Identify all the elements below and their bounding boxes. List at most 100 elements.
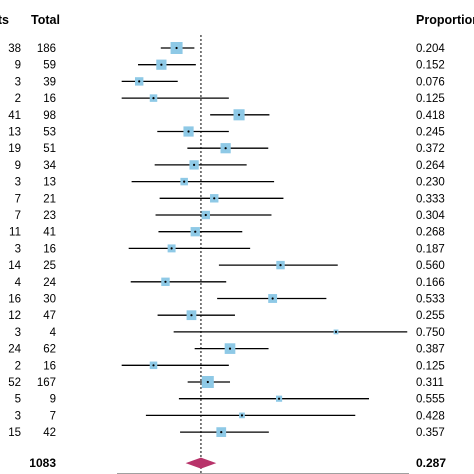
total-cell: 41 (43, 227, 56, 239)
proportion-cell: 0.750 (416, 327, 445, 339)
proportion-cell: 0.533 (416, 294, 445, 306)
events-cell: 3 (15, 177, 21, 189)
proportion-cell: 0.428 (416, 410, 445, 422)
events-cell: 14 (8, 260, 21, 272)
events-cell: 3 (15, 76, 21, 88)
total-cell: 39 (43, 76, 56, 88)
total-cell: 34 (43, 160, 56, 172)
total-cell: 62 (43, 344, 56, 356)
table-row: 24 62 0.387 (8, 343, 445, 356)
point-estimate (152, 97, 155, 100)
events-cell: 7 (15, 193, 21, 205)
table-row: 9 59 0.152 (15, 59, 445, 72)
events-cell: 5 (15, 394, 21, 406)
pooled-proportion: 0.287 (416, 456, 446, 470)
total-cell: 51 (43, 143, 56, 155)
total-cell: 4 (50, 327, 57, 339)
total-cell: 167 (37, 377, 56, 389)
pooled-diamond (185, 457, 217, 469)
proportion-cell: 0.255 (416, 310, 445, 322)
total-cell: 25 (43, 260, 56, 272)
total-cell: 186 (37, 43, 56, 55)
proportion-cell: 0.387 (416, 344, 445, 356)
table-row: 4 24 0.166 (15, 277, 445, 289)
table-row: 7 21 0.333 (15, 193, 445, 205)
total-cell: 53 (43, 127, 56, 139)
table-row: 52 167 0.311 (8, 376, 444, 389)
point-estimate (194, 230, 197, 233)
table-row: 2 16 0.125 (15, 360, 445, 372)
table-row: 41 98 0.418 (8, 109, 445, 122)
proportion-header: Proportion (416, 13, 474, 27)
table-row: 3 13 0.230 (15, 177, 445, 189)
table-row: 16 30 0.533 (8, 294, 445, 306)
total-header: Total (31, 13, 60, 27)
events-cell: 19 (8, 143, 21, 155)
point-estimate (213, 197, 216, 200)
events-cell: 4 (15, 277, 22, 289)
point-estimate (192, 163, 196, 166)
point-estimate (220, 431, 223, 434)
table-row: 3 4 0.750 (15, 327, 445, 339)
point-estimate (183, 180, 186, 183)
proportion-cell: 0.264 (416, 160, 445, 172)
proportion-cell: 0.187 (416, 243, 445, 255)
point-estimate (160, 63, 163, 66)
events-cell: 15 (8, 427, 21, 439)
point-estimate (228, 347, 232, 350)
total-cell: 24 (43, 277, 56, 289)
total-cell: 16 (43, 93, 56, 105)
table-row: 2 16 0.125 (15, 93, 445, 105)
proportion-cell: 0.311 (416, 377, 444, 389)
proportion-cell: 0.560 (416, 260, 445, 272)
point-estimate (206, 380, 209, 384)
proportion-cell: 0.245 (416, 127, 445, 139)
events-cell: 12 (8, 310, 21, 322)
events-cell: 24 (8, 344, 21, 356)
proportion-cell: 0.204 (416, 43, 445, 55)
proportion-cell: 0.230 (416, 177, 445, 189)
proportion-cell: 0.333 (416, 193, 445, 205)
point-estimate (175, 46, 178, 50)
total-cell: 42 (43, 427, 56, 439)
total-cell: 30 (43, 294, 56, 306)
table-row: 7 23 0.304 (15, 210, 446, 222)
proportion-cell: 0.125 (416, 93, 445, 105)
events-header: nts (0, 13, 9, 27)
table-row: 9 34 0.264 (15, 160, 446, 172)
table-row: 3 7 0.428 (15, 410, 445, 422)
point-estimate (138, 80, 141, 83)
events-cell: 38 (8, 43, 21, 55)
point-estimate (224, 147, 227, 150)
proportion-cell: 0.076 (416, 76, 445, 88)
events-cell: 3 (15, 243, 21, 255)
total-cell: 9 (50, 394, 56, 406)
point-estimate (277, 397, 281, 400)
events-cell: 3 (15, 327, 21, 339)
proportion-cell: 0.125 (416, 360, 445, 372)
total-cell: 7 (50, 410, 56, 422)
events-cell: 9 (15, 160, 21, 172)
events-cell: 3 (15, 410, 21, 422)
table-row: 19 51 0.372 (8, 143, 445, 155)
table-row: 11 41 0.268 (9, 227, 445, 239)
pooled-total: 1083 (29, 456, 56, 470)
point-estimate (240, 414, 244, 417)
point-estimate (152, 364, 155, 367)
total-cell: 16 (43, 360, 56, 372)
events-cell: 13 (8, 127, 21, 139)
total-cell: 98 (43, 110, 56, 122)
table-row: 13 53 0.245 (8, 126, 445, 139)
events-cell: 2 (15, 360, 21, 372)
table-row: 14 25 0.560 (8, 260, 445, 272)
point-estimate (170, 247, 173, 250)
table-row: 38 186 0.204 (8, 42, 445, 55)
events-cell: 2 (15, 93, 21, 105)
events-cell: 11 (9, 227, 21, 239)
point-estimate (187, 130, 190, 133)
proportion-cell: 0.372 (416, 143, 445, 155)
events-cell: 7 (15, 210, 21, 222)
proportion-cell: 0.268 (416, 227, 445, 239)
events-cell: 41 (8, 110, 21, 122)
